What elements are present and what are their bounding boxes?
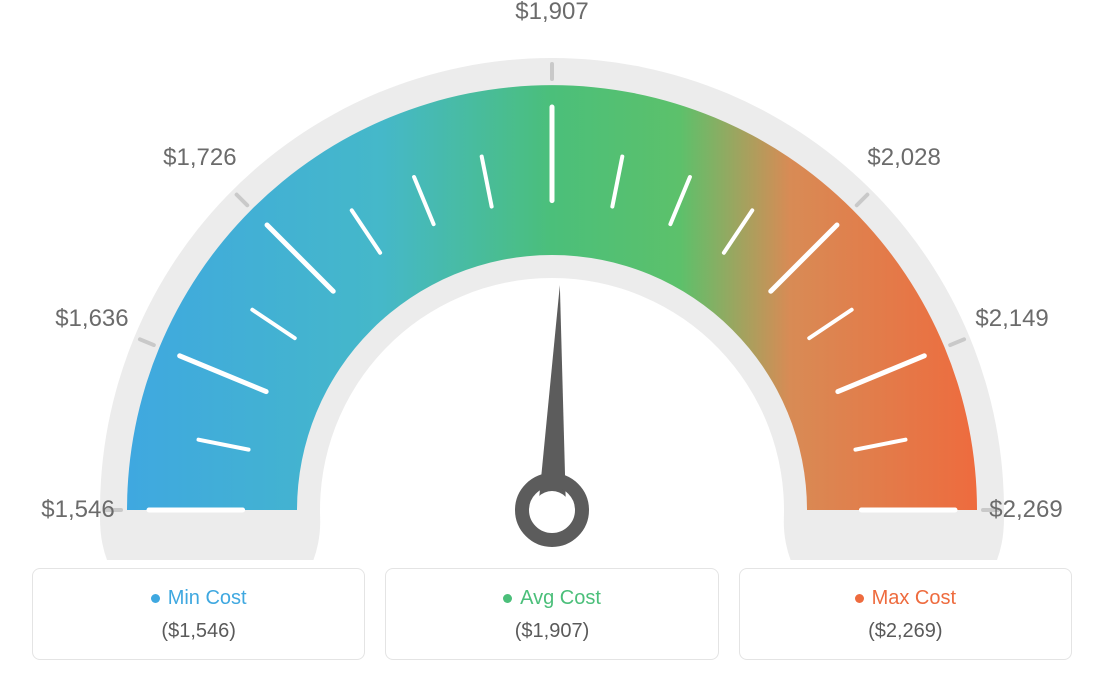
legend-max-label: Max Cost: [872, 587, 956, 610]
legend-min-cost: Min Cost ($1,546): [32, 568, 365, 660]
legend-avg-title: Avg Cost: [503, 587, 601, 610]
gauge-tick-label: $1,907: [515, 0, 588, 26]
legend-min-value: ($1,546): [53, 620, 344, 643]
gauge-tick-label: $1,726: [163, 144, 236, 172]
legend-avg-label: Avg Cost: [520, 587, 601, 610]
legend-dot-max: [855, 594, 864, 603]
gauge-tick-label: $2,269: [989, 496, 1062, 524]
gauge-tick-label: $2,028: [867, 144, 940, 172]
legend-dot-min: [151, 594, 160, 603]
legend-max-cost: Max Cost ($2,269): [739, 568, 1072, 660]
gauge-tick-label: $1,546: [41, 496, 114, 524]
legend-row: Min Cost ($1,546) Avg Cost ($1,907) Max …: [32, 568, 1072, 660]
legend-max-title: Max Cost: [855, 587, 956, 610]
legend-min-title: Min Cost: [151, 587, 247, 610]
gauge-svg: [0, 20, 1104, 560]
legend-avg-value: ($1,907): [406, 620, 697, 643]
gauge-tick-label: $1,636: [55, 305, 128, 333]
legend-dot-avg: [503, 594, 512, 603]
legend-max-value: ($2,269): [760, 620, 1051, 643]
legend-avg-cost: Avg Cost ($1,907): [385, 568, 718, 660]
legend-min-label: Min Cost: [168, 587, 247, 610]
gauge-hub-inner: [533, 491, 571, 529]
cost-gauge-chart: $1,546$1,636$1,726$1,907$2,028$2,149$2,2…: [0, 20, 1104, 560]
gauge-tick-label: $2,149: [975, 305, 1048, 333]
